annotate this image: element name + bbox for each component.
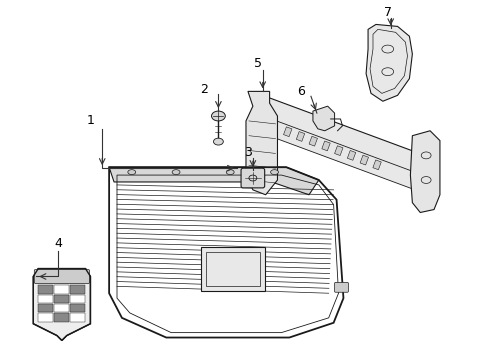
Polygon shape (200, 247, 264, 291)
Text: 2: 2 (199, 83, 207, 96)
Polygon shape (33, 269, 90, 341)
Ellipse shape (226, 170, 234, 175)
Text: 7: 7 (383, 6, 391, 19)
Polygon shape (245, 91, 277, 195)
Polygon shape (359, 155, 368, 165)
Polygon shape (253, 95, 421, 176)
Ellipse shape (213, 138, 223, 145)
Ellipse shape (211, 111, 225, 121)
Bar (54, 304, 69, 312)
Bar (54, 295, 69, 303)
Bar (54, 314, 69, 322)
FancyBboxPatch shape (241, 168, 264, 188)
Bar (70, 314, 84, 322)
FancyBboxPatch shape (334, 282, 347, 292)
Bar (70, 295, 84, 303)
Polygon shape (372, 160, 381, 170)
Polygon shape (308, 136, 317, 146)
Bar (38, 295, 53, 303)
Bar (38, 285, 53, 294)
Polygon shape (283, 127, 291, 137)
Polygon shape (334, 146, 342, 156)
Polygon shape (312, 106, 334, 131)
Polygon shape (409, 131, 439, 212)
Polygon shape (257, 116, 422, 191)
Bar (38, 304, 53, 312)
Polygon shape (346, 150, 355, 160)
Polygon shape (296, 131, 304, 141)
Bar (70, 285, 84, 294)
Ellipse shape (172, 170, 180, 175)
Ellipse shape (127, 170, 136, 175)
Bar (70, 304, 84, 312)
Polygon shape (109, 167, 318, 195)
Polygon shape (366, 24, 411, 101)
Polygon shape (321, 141, 329, 151)
FancyBboxPatch shape (34, 270, 89, 283)
Text: 5: 5 (253, 57, 261, 70)
Bar (38, 314, 53, 322)
Text: 1: 1 (86, 114, 94, 127)
Bar (54, 285, 69, 294)
Ellipse shape (270, 170, 278, 175)
Text: 6: 6 (297, 85, 305, 98)
Text: 3: 3 (244, 146, 251, 159)
Text: 4: 4 (54, 238, 62, 251)
